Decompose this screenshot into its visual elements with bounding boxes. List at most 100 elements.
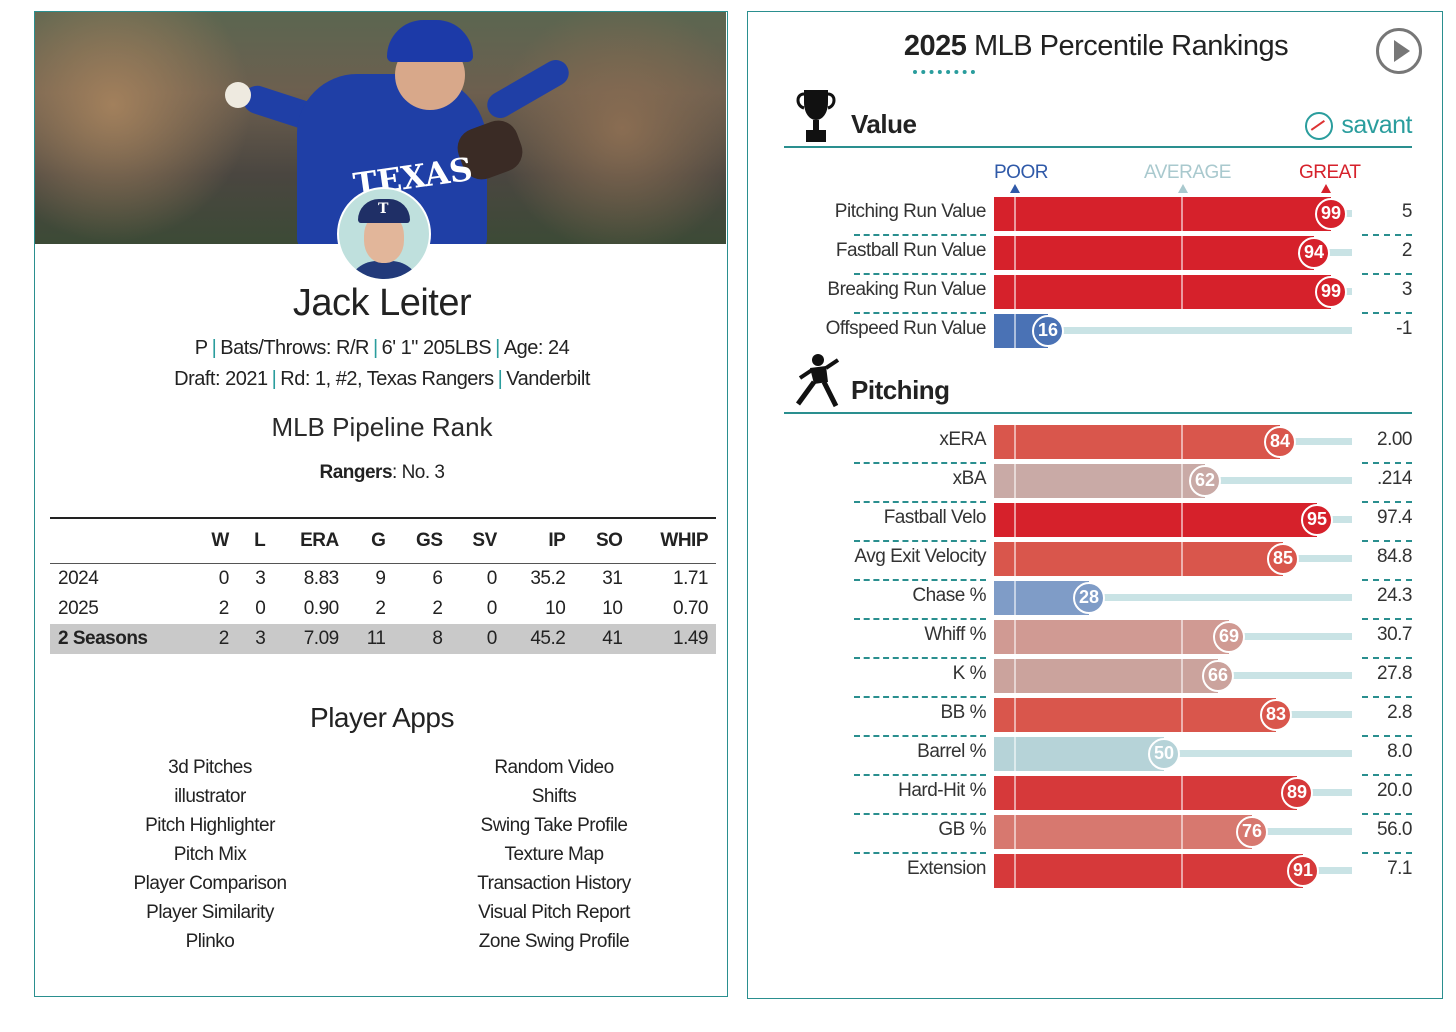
player-app-link[interactable]: Plinko: [185, 931, 235, 952]
reference-line: [1014, 542, 1016, 576]
bar-fill: [994, 854, 1303, 888]
metric-label: Pitching Run Value: [834, 201, 987, 222]
percentile-bubble: 84: [1264, 426, 1296, 458]
scale-great-label: GREAT: [1299, 162, 1361, 183]
metric-label: Chase %: [912, 585, 986, 606]
poor-marker-icon: [1010, 184, 1020, 193]
savant-label: savant: [1341, 110, 1412, 139]
percentile-bar[interactable]: 28: [994, 581, 1352, 615]
reference-line: [1181, 698, 1183, 732]
bar-fill: [994, 815, 1252, 849]
player-app-link[interactable]: 3d Pitches: [168, 757, 252, 778]
bar-fill: [994, 236, 1314, 270]
bar-track: [1048, 327, 1352, 334]
percentile-bar[interactable]: 50: [994, 737, 1352, 771]
reference-line: [1014, 815, 1016, 849]
player-apps-title: Player Apps: [310, 702, 454, 733]
table-cell: 10: [602, 598, 623, 619]
table-cell: 8.83: [303, 568, 339, 589]
percentile-bar[interactable]: 95: [994, 503, 1352, 537]
reference-line: [1014, 197, 1016, 231]
percentile-bar[interactable]: 76: [994, 815, 1352, 849]
stats-header-l: L: [236, 517, 274, 564]
row-divider: [1362, 696, 1412, 698]
player-app-link[interactable]: Visual Pitch Report: [478, 902, 630, 923]
player-app-link[interactable]: Texture Map: [504, 844, 604, 865]
metric-value: .214: [1377, 468, 1412, 489]
percentile-bar[interactable]: 83: [994, 698, 1352, 732]
player-app-link[interactable]: Pitch Mix: [173, 844, 247, 865]
table-cell: 2025: [58, 598, 99, 619]
player-app-link[interactable]: Player Similarity: [146, 902, 274, 923]
percentile-bar[interactable]: 99: [994, 275, 1352, 309]
table-cell: 10: [545, 598, 566, 619]
stats-header-sv: SV: [450, 517, 505, 564]
row-divider: [1362, 234, 1412, 236]
metric-value: -1: [1396, 318, 1412, 339]
row-divider: [1362, 312, 1412, 314]
savant-logo[interactable]: savant: [1305, 111, 1412, 140]
bar-fill: [994, 275, 1331, 309]
metric-label: Hard-Hit %: [898, 780, 986, 801]
percentile-bar[interactable]: 99: [994, 197, 1352, 231]
percentile-bar[interactable]: 89: [994, 776, 1352, 810]
row-divider: [1362, 735, 1412, 737]
percentile-bar[interactable]: 69: [994, 620, 1352, 654]
percentile-bar[interactable]: 85: [994, 542, 1352, 576]
metric-label: Barrel %: [917, 741, 986, 762]
percentile-bubble: 83: [1260, 699, 1292, 731]
percentile-bar[interactable]: 91: [994, 854, 1352, 888]
player-app-link[interactable]: Random Video: [494, 757, 614, 778]
metric-label: xERA: [939, 429, 986, 450]
row-divider: [854, 852, 986, 854]
metric-value: 24.3: [1377, 585, 1412, 606]
player-app-link[interactable]: Player Comparison: [133, 873, 287, 894]
metric-value: 8.0: [1387, 741, 1412, 762]
reference-line: [1014, 464, 1016, 498]
player-app-link[interactable]: Shifts: [531, 786, 577, 807]
metric-value: 30.7: [1377, 624, 1412, 645]
scale-average-label: AVERAGE: [1144, 162, 1231, 183]
reference-line: [1181, 425, 1183, 459]
player-app-link[interactable]: Transaction History: [477, 873, 631, 894]
table-cell: 31: [602, 568, 623, 589]
row-divider: [854, 579, 986, 581]
row-divider: [1362, 852, 1412, 854]
metric-value: 56.0: [1377, 819, 1412, 840]
percentile-bubble: 16: [1032, 315, 1064, 347]
bar-track: [1280, 438, 1352, 445]
row-divider: [1362, 501, 1412, 503]
player-app-link[interactable]: illustrator: [174, 786, 246, 807]
percentile-bar[interactable]: 66: [994, 659, 1352, 693]
percentile-bar[interactable]: 94: [994, 236, 1352, 270]
player-app-link[interactable]: Pitch Highlighter: [145, 815, 275, 836]
table-cell: 0: [218, 568, 230, 589]
great-marker-icon: [1321, 184, 1331, 193]
player-app-link[interactable]: Swing Take Profile: [480, 815, 628, 836]
percentile-bar[interactable]: 16: [994, 314, 1352, 348]
reference-line: [1181, 275, 1183, 309]
age: Age: 24: [503, 337, 570, 359]
metric-label: Extension: [907, 858, 986, 879]
row-divider: [854, 696, 986, 698]
player-apps-column-1: 3d Pitches illustrator Pitch Highlighter Pi…: [60, 753, 360, 956]
percentile-bar[interactable]: 62: [994, 464, 1352, 498]
table-cell: 0.70: [673, 598, 708, 619]
rankings-year: 2025: [903, 30, 967, 62]
player-app-link[interactable]: Zone Swing Profile: [478, 931, 630, 952]
bar-fill: [994, 425, 1280, 459]
play-icon[interactable]: [1376, 28, 1422, 74]
bar-track: [1218, 672, 1352, 679]
bar-track: [1252, 828, 1352, 835]
reference-line: [1181, 464, 1183, 498]
player-card: TEXAS T Jack Leiter P | Bats/Throws: R/R | 6…: [34, 11, 728, 997]
reference-line: [1181, 776, 1183, 810]
bar-fill: [994, 659, 1218, 693]
metric-value: 27.8: [1377, 663, 1412, 684]
stats-header-g: G: [346, 517, 394, 564]
row-divider: [854, 234, 986, 236]
reference-line: [1181, 197, 1183, 231]
reference-line: [1181, 542, 1183, 576]
metric-value: 20.0: [1377, 780, 1412, 801]
percentile-bar[interactable]: 84: [994, 425, 1352, 459]
